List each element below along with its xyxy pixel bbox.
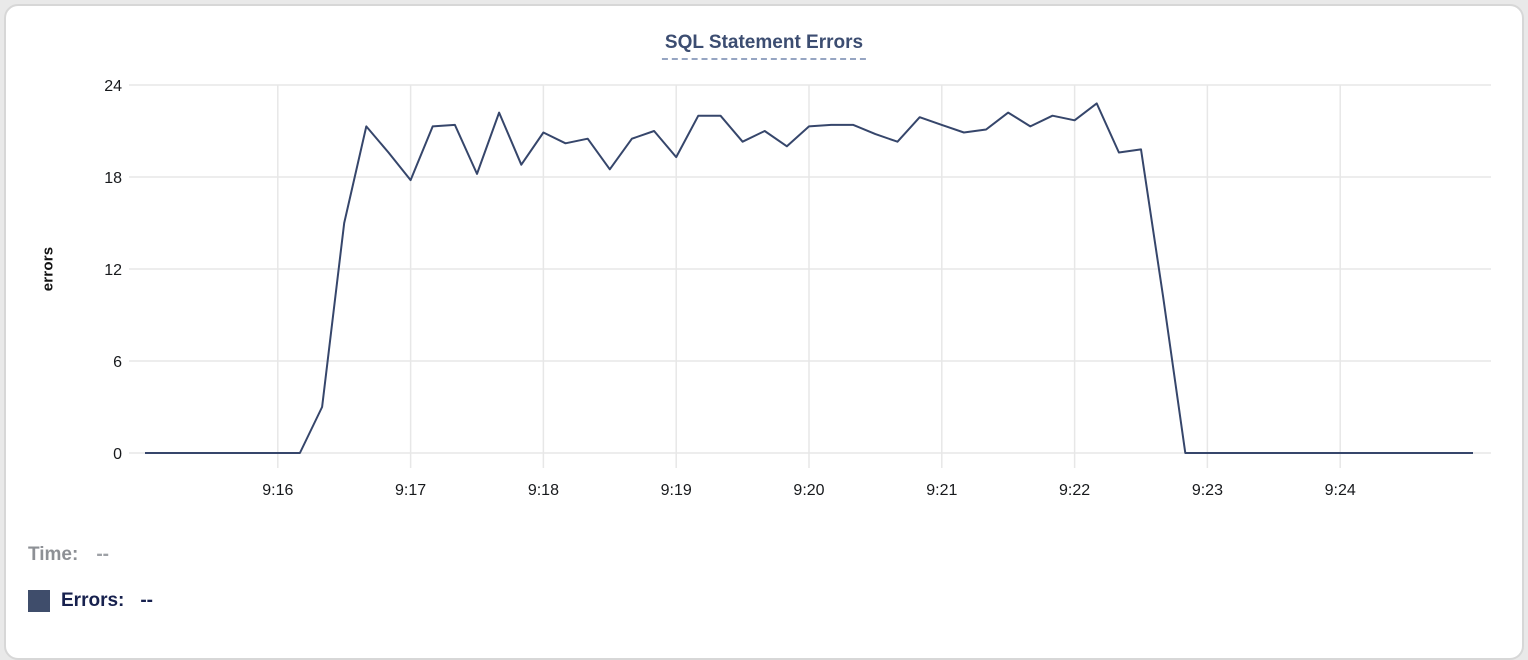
chart-title[interactable]: SQL Statement Errors	[661, 32, 867, 60]
errors-label: Errors:	[61, 590, 125, 611]
time-value: --	[96, 544, 109, 565]
errors-value: --	[140, 590, 154, 611]
readout-time: Time: --	[28, 544, 109, 566]
chart-card: SQL Statement Errors errors 0 6 12 18 24 9:16…	[4, 4, 1524, 660]
legend-item-errors[interactable]: Errors: --	[28, 590, 153, 612]
x-tick-labels: 9:16 9:17 9:18 9:19 9:20 9:21 9:22 9:23 9:24	[262, 482, 1356, 499]
svg-text:9:17: 9:17	[395, 482, 426, 499]
svg-text:9:22: 9:22	[1059, 482, 1090, 499]
svg-text:9:24: 9:24	[1325, 482, 1356, 499]
time-label: Time:	[28, 544, 79, 565]
chart-plot-area[interactable]: 0 6 12 18 24 9:16 9:17 9:18 9:19 9:20 9:21 9:22 9:23…	[6, 6, 1526, 526]
svg-text:9:16: 9:16	[262, 482, 293, 499]
svg-text:9:19: 9:19	[661, 482, 692, 499]
x-gridlines	[277, 85, 1341, 468]
y-gridlines	[129, 84, 1491, 454]
svg-text:18: 18	[104, 170, 122, 187]
svg-text:24: 24	[104, 78, 122, 95]
y-tick-labels: 0 6 12 18 24	[104, 78, 122, 463]
svg-text:9:18: 9:18	[528, 482, 559, 499]
errors-series-line[interactable]	[145, 102, 1473, 454]
svg-text:6: 6	[113, 354, 122, 371]
errors-series-swatch	[28, 590, 50, 612]
svg-text:12: 12	[104, 262, 122, 279]
svg-text:9:21: 9:21	[926, 482, 957, 499]
svg-text:0: 0	[113, 446, 122, 463]
svg-text:9:20: 9:20	[793, 482, 824, 499]
svg-text:9:23: 9:23	[1192, 482, 1223, 499]
